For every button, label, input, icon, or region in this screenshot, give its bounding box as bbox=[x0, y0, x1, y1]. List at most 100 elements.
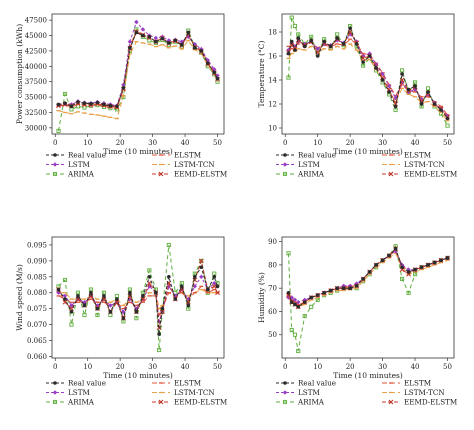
legend-label-eemd_elstm: EEMD-ELSTM bbox=[404, 170, 457, 179]
x-axis-label: Time (10 minutes) bbox=[333, 371, 403, 380]
data-point-real bbox=[167, 41, 171, 45]
data-point-real bbox=[328, 288, 333, 293]
data-point-real bbox=[380, 78, 385, 82]
y-tick-label: 0.070 bbox=[27, 321, 47, 329]
data-point-real bbox=[374, 66, 378, 70]
series-line-arima bbox=[58, 244, 218, 351]
x-tick-label: 50 bbox=[443, 139, 452, 147]
legend-marker-real bbox=[53, 153, 57, 157]
data-point-real bbox=[426, 263, 430, 267]
x-tick-label: 0 bbox=[53, 363, 57, 371]
series-layer bbox=[286, 244, 450, 354]
x-tick-label: 10 bbox=[313, 139, 322, 147]
y-tick-label: 0.095 bbox=[27, 241, 47, 249]
y-tick-label: 37500 bbox=[25, 78, 47, 86]
data-point-lstm bbox=[386, 83, 392, 89]
series-line-lstm_tcn bbox=[288, 43, 448, 122]
data-point-real bbox=[69, 104, 74, 109]
data-point-lstm bbox=[62, 293, 68, 299]
data-point-real bbox=[134, 310, 139, 314]
data-point-arima bbox=[361, 63, 366, 68]
data-point-arima bbox=[425, 86, 431, 91]
x-tick-label: 30 bbox=[148, 363, 157, 371]
data-point-real bbox=[387, 253, 391, 258]
data-point-real bbox=[160, 36, 165, 41]
data-point-lstm bbox=[292, 297, 298, 303]
legend-marker-arima bbox=[52, 399, 58, 405]
data-point-real bbox=[212, 275, 217, 279]
y-tick-label: 80 bbox=[268, 261, 277, 269]
data-point-real bbox=[341, 286, 346, 290]
data-point-real bbox=[413, 267, 417, 272]
series-line-lstm_tcn bbox=[288, 252, 448, 308]
data-point-real bbox=[141, 33, 145, 38]
y-axis-label: Humidity (%) bbox=[257, 272, 266, 323]
data-point-lstm bbox=[153, 35, 159, 41]
data-point-real bbox=[293, 48, 297, 52]
x-tick-label: 50 bbox=[213, 363, 222, 371]
data-point-arima bbox=[445, 123, 450, 128]
chart-1: 30000 32500 35000 37500 40000 42500 45000 47500… bbox=[15, 13, 227, 179]
data-point-arima bbox=[296, 348, 301, 354]
data-point-arima bbox=[413, 272, 418, 277]
data-point-real bbox=[154, 39, 158, 44]
y-tick-label: 70 bbox=[268, 285, 277, 293]
data-point-lstm bbox=[121, 82, 126, 87]
x-tick-label: 20 bbox=[346, 139, 355, 147]
data-point-real bbox=[215, 284, 220, 289]
data-point-real bbox=[296, 305, 301, 309]
data-point-real bbox=[354, 42, 359, 46]
legend: Real value ELSTM LSTM LSTM-TCN ARIMA EEMD-ELS… bbox=[276, 379, 457, 407]
data-point-lstm bbox=[199, 46, 204, 52]
data-point-eemd_elstm bbox=[215, 290, 220, 296]
data-point-arima bbox=[82, 312, 87, 318]
data-point-real bbox=[154, 290, 158, 295]
y-tick-label: 0.090 bbox=[27, 257, 47, 265]
legend-marker-lstm bbox=[52, 390, 58, 395]
data-point-real bbox=[302, 300, 307, 304]
x-axis-label: Time (10 minutes) bbox=[333, 147, 403, 156]
data-point-arima bbox=[62, 277, 68, 283]
y-axis-label: Power consumption (kWh) bbox=[15, 24, 24, 124]
data-point-real bbox=[95, 306, 100, 311]
data-point-lstm bbox=[393, 95, 398, 101]
series-line-real bbox=[58, 31, 218, 107]
legend-marker-arima bbox=[52, 171, 58, 177]
data-point-real bbox=[348, 286, 352, 290]
data-point-lstm bbox=[296, 299, 301, 305]
legend-label-eemd_elstm: EEMD-ELSTM bbox=[174, 170, 227, 179]
legend-marker-lstm bbox=[282, 390, 288, 395]
legend-label-eemd_elstm: EEMD-ELSTM bbox=[174, 398, 227, 407]
series-layer bbox=[56, 19, 220, 133]
series-line-elstm bbox=[58, 285, 218, 317]
data-point-real bbox=[335, 286, 339, 290]
x-tick-label: 40 bbox=[411, 363, 420, 371]
data-point-real bbox=[147, 275, 152, 279]
legend-label-real: Real value bbox=[68, 379, 106, 388]
y-tick-label: 18 bbox=[268, 29, 277, 37]
data-point-real bbox=[108, 103, 113, 108]
data-point-real bbox=[354, 284, 359, 288]
data-point-real bbox=[341, 42, 346, 46]
data-point-eemd_elstm bbox=[211, 283, 217, 289]
y-tick-label: 0.085 bbox=[27, 273, 47, 281]
legend-label-arima: ARIMA bbox=[297, 170, 325, 179]
data-point-arima bbox=[292, 23, 298, 29]
x-tick-label: 40 bbox=[181, 139, 190, 147]
x-tick-label: 20 bbox=[116, 139, 125, 147]
data-point-real bbox=[102, 102, 106, 107]
data-point-lstm bbox=[212, 280, 217, 286]
data-point-lstm bbox=[56, 290, 61, 295]
legend-label-lstm_tcn: LSTM-TCN bbox=[174, 388, 215, 397]
data-point-arima bbox=[134, 316, 139, 321]
legend-label-real: Real value bbox=[298, 379, 336, 388]
legend-label-lstm_tcn: LSTM-TCN bbox=[174, 160, 215, 169]
legend-marker-arima bbox=[282, 399, 288, 405]
data-point-real bbox=[419, 265, 424, 270]
x-tick-label: 0 bbox=[53, 139, 57, 147]
data-point-arima bbox=[309, 304, 314, 309]
x-tick-label: 0 bbox=[283, 363, 287, 371]
legend-label-arima: ARIMA bbox=[67, 170, 95, 179]
legend-label-lstm: LSTM bbox=[68, 388, 90, 397]
data-point-real bbox=[115, 104, 119, 109]
